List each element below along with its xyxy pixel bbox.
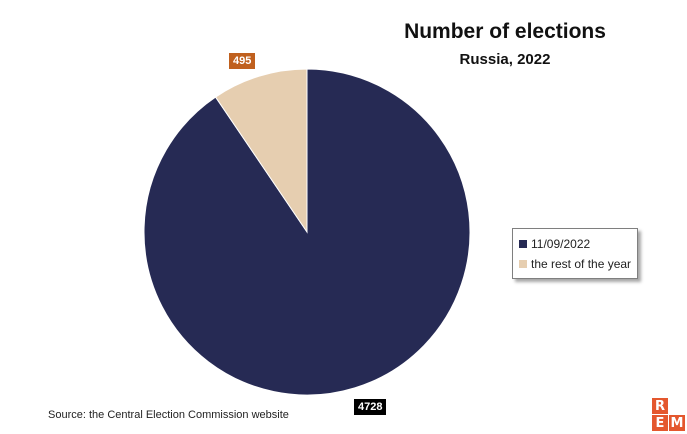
legend-item: the rest of the year: [519, 254, 637, 274]
data-label-rest-of-year: 495: [229, 53, 256, 69]
logo: R E M: [652, 398, 685, 431]
logo-blank: [669, 398, 685, 414]
logo-letter: E: [652, 415, 668, 431]
pie-slice-11-09-2022: [143, 68, 471, 396]
legend-item: 11/09/2022: [519, 234, 637, 254]
legend-swatch: [519, 260, 527, 268]
legend: 11/09/2022 the rest of the year: [512, 228, 638, 279]
data-label-11-09-2022: 4728: [354, 399, 387, 415]
chart-subtitle: Russia, 2022: [459, 51, 551, 68]
chart-title: Number of elections: [404, 20, 606, 43]
logo-letter: M: [669, 415, 685, 431]
legend-label: the rest of the year: [531, 257, 632, 271]
legend-swatch: [519, 240, 527, 248]
legend-label: 11/09/2022: [531, 237, 591, 251]
pie-slice-rest-of-year: [214, 68, 308, 234]
logo-letter: R: [652, 398, 668, 414]
source-note: Source: the Central Election Commission …: [48, 409, 289, 421]
